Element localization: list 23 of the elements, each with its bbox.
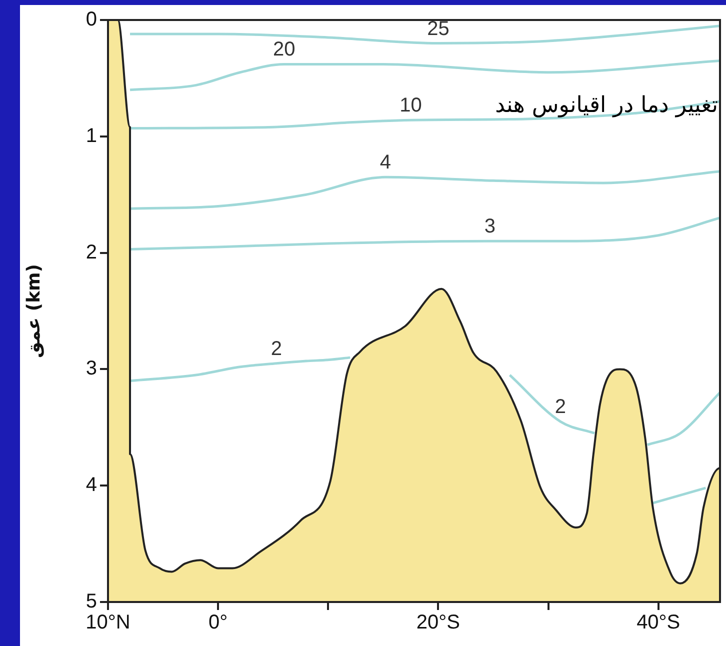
x-tick-label: 0° — [208, 612, 228, 634]
x-tick-label: 40°S — [636, 612, 680, 634]
series-label: 25 — [427, 18, 450, 40]
y-tick-label: 4 — [86, 474, 97, 496]
line-series — [128, 356, 352, 382]
line-series — [128, 59, 720, 92]
series-label: 4 — [380, 152, 391, 174]
line-series — [128, 216, 720, 251]
y-tick-label: 0 — [86, 8, 97, 31]
y-axis-title: عمق (km) — [23, 264, 44, 358]
y-tick-label: 1 — [86, 124, 97, 147]
x-tick-label: 20°S — [416, 612, 460, 634]
series-label: 2 — [270, 338, 282, 360]
line-series — [128, 170, 720, 210]
y-tick-label: 2 — [86, 241, 97, 264]
series-label: 20 — [272, 38, 296, 61]
text: تغییر دما در اقیانوس هند — [495, 93, 718, 118]
series-label: 10 — [400, 94, 422, 117]
y-tick-label: 3 — [86, 358, 97, 380]
series-label: 2 — [554, 396, 566, 418]
series-label: 3 — [484, 216, 496, 238]
x-tick-label: 10°N — [86, 612, 130, 634]
y-tick-label: 5 — [86, 590, 97, 613]
